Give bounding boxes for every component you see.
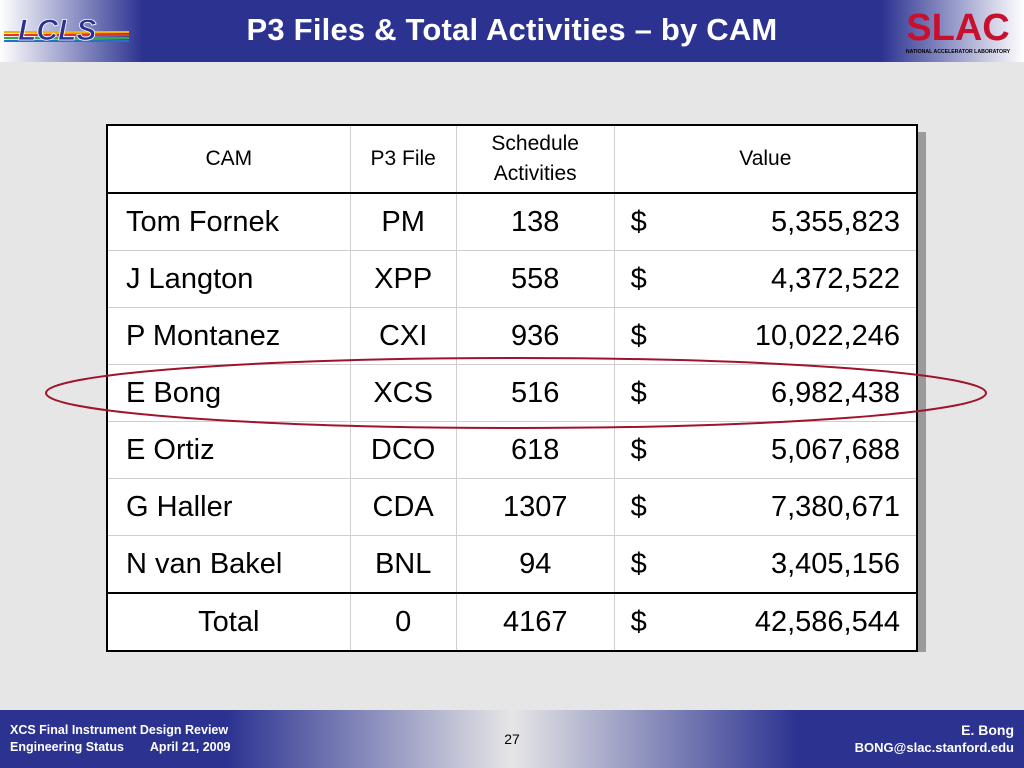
- cell-value: $7,380,671: [613, 478, 918, 536]
- column-header-p3-file: P3 File: [349, 124, 457, 194]
- cell-cam: E Bong: [106, 364, 351, 422]
- total-value-amount: 42,586,544: [754, 605, 900, 638]
- slac-logo-text: SLAC: [906, 7, 1009, 49]
- cell-activities: 936: [455, 307, 615, 365]
- column-header-value: Value: [613, 124, 918, 194]
- slac-logo: SLAC NATIONAL ACCELERATOR LABORATORY: [906, 7, 1011, 55]
- cell-p3-file: DCO: [349, 421, 457, 479]
- cam-table: CAM P3 File Schedule Activities Value To…: [106, 124, 918, 652]
- currency-symbol: $: [630, 605, 647, 638]
- column-header-schedule-activities-text: Schedule Activities: [491, 132, 579, 185]
- page-number: 27: [504, 731, 520, 747]
- column-header-schedule-activities: Schedule Activities: [455, 124, 615, 194]
- page-title: P3 Files & Total Activities – by CAM: [246, 12, 778, 47]
- cell-cam: Tom Fornek: [106, 192, 351, 251]
- header-bar: LCLS P3 Files & Total Activities – by CA…: [0, 0, 1024, 62]
- column-header-cam: CAM: [106, 124, 351, 194]
- footer-left: XCS Final Instrument Design Review Engin…: [10, 722, 231, 756]
- footer-right: E. Bong BONG@slac.stanford.edu: [855, 722, 1014, 756]
- table-body: Tom Fornek PM 138 $5,355,823 J Langton X…: [106, 192, 918, 594]
- currency-symbol: $: [630, 376, 647, 409]
- cell-activities: 618: [455, 421, 615, 479]
- lcls-logo-text: LCLS: [18, 14, 96, 47]
- footer-author: E. Bong: [961, 722, 1014, 738]
- slac-logo-subtext: NATIONAL ACCELERATOR LABORATORY: [906, 49, 1011, 55]
- cell-activities: 94: [455, 535, 615, 594]
- cell-activities: 558: [455, 250, 615, 308]
- table-row: J Langton XPP 558 $4,372,522: [106, 250, 918, 308]
- cell-p3-file: PM: [349, 192, 457, 251]
- total-p3-file: 0: [349, 592, 457, 652]
- cam-table-container: CAM P3 File Schedule Activities Value To…: [106, 124, 918, 652]
- cell-activities: 138: [455, 192, 615, 251]
- table-row: Tom Fornek PM 138 $5,355,823: [106, 192, 918, 251]
- cell-p3-file: XPP: [349, 250, 457, 308]
- cell-activities: 516: [455, 364, 615, 422]
- cell-cam: G Haller: [106, 478, 351, 536]
- total-label: Total: [106, 592, 351, 652]
- cell-cam: N van Bakel: [106, 535, 351, 594]
- cell-value: $4,372,522: [613, 250, 918, 308]
- value-amount: 5,355,823: [770, 205, 900, 238]
- cell-p3-file: CXI: [349, 307, 457, 365]
- footer-date: April 21, 2009: [149, 740, 231, 754]
- value-amount: 3,405,156: [770, 547, 900, 580]
- value-amount: 5,067,688: [770, 433, 900, 466]
- currency-symbol: $: [630, 205, 647, 238]
- currency-symbol: $: [630, 262, 647, 295]
- currency-symbol: $: [630, 319, 647, 352]
- table-total-row: Total 0 4167 $42,586,544: [106, 592, 918, 652]
- cell-cam: E Ortiz: [106, 421, 351, 479]
- table-row: G Haller CDA 1307 $7,380,671: [106, 478, 918, 536]
- footer-bar: XCS Final Instrument Design Review Engin…: [0, 710, 1024, 768]
- cell-cam: J Langton: [106, 250, 351, 308]
- cell-cam: P Montanez: [106, 307, 351, 365]
- cell-value: $5,355,823: [613, 192, 918, 251]
- table-row: E Ortiz DCO 618 $5,067,688: [106, 421, 918, 479]
- value-amount: 7,380,671: [770, 490, 900, 523]
- table-header-row: CAM P3 File Schedule Activities Value: [106, 124, 918, 194]
- cell-p3-file: CDA: [349, 478, 457, 536]
- cell-value: $5,067,688: [613, 421, 918, 479]
- cell-value: $3,405,156: [613, 535, 918, 594]
- cell-p3-file: XCS: [349, 364, 457, 422]
- cell-value: $6,982,438: [613, 364, 918, 422]
- value-amount: 6,982,438: [770, 376, 900, 409]
- currency-symbol: $: [630, 490, 647, 523]
- lcls-logo: LCLS: [4, 14, 129, 47]
- table-row: P Montanez CXI 936 $10,022,246: [106, 307, 918, 365]
- value-amount: 4,372,522: [770, 262, 900, 295]
- table-row-highlighted: E Bong XCS 516 $6,982,438: [106, 364, 918, 422]
- cell-p3-file: BNL: [349, 535, 457, 594]
- value-amount: 10,022,246: [754, 319, 900, 352]
- footer-status: Engineering Status: [10, 740, 124, 754]
- table-row: N van Bakel BNL 94 $3,405,156: [106, 535, 918, 594]
- total-value: $42,586,544: [613, 592, 918, 652]
- currency-symbol: $: [630, 547, 647, 580]
- footer-review-title: XCS Final Instrument Design Review: [10, 723, 229, 737]
- currency-symbol: $: [630, 433, 647, 466]
- footer-status-line: Engineering Status April 21, 2009: [10, 739, 231, 756]
- footer-email: BONG@slac.stanford.edu: [854, 740, 1014, 755]
- cell-value: $10,022,246: [613, 307, 918, 365]
- total-activities: 4167: [455, 592, 615, 652]
- cell-activities: 1307: [455, 478, 615, 536]
